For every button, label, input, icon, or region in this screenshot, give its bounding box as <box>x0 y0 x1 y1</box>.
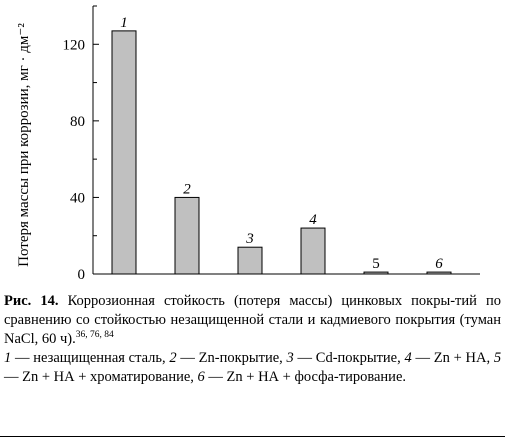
bottom-rule <box>0 436 505 437</box>
bar-1 <box>111 30 137 275</box>
caption-title: Коррозионная стойкость (потеря массы) ци… <box>4 293 502 347</box>
bar-chart: 1 2 3 4 5 6 0 40 80 120 Потеря массы при коррози… <box>16 5 480 283</box>
bar-label-3: 3 <box>245 231 254 247</box>
legend-text-6: — Zn + НА + фосфа-тирование. <box>208 369 406 385</box>
bar-label-2: 2 <box>183 181 191 197</box>
bar-3 <box>237 246 263 275</box>
figure-caption: Рис. 14. Коррозионная стойкость (потеря … <box>4 292 501 387</box>
legend-text-2: — Zn-покрытие, <box>180 350 283 366</box>
legend-num-1: 1 <box>4 350 12 366</box>
legend-num-2: 2 <box>169 350 177 366</box>
bar-label-5: 5 <box>372 256 380 272</box>
bar-label-1: 1 <box>120 15 128 31</box>
y-tick-label-40: 40 <box>70 190 85 206</box>
figure-label: Рис. 14. <box>4 293 59 309</box>
legend-num-6: 6 <box>197 369 205 385</box>
y-tick-label-120: 120 <box>63 37 86 53</box>
y-axis-label: Потеря массы при коррозии, мг · дм⁻² <box>16 23 32 267</box>
y-tick-label-80: 80 <box>70 114 85 130</box>
legend-text-5: — Zn + НА + хроматирование, <box>4 369 194 385</box>
legend-text-4: — Zn + НА, <box>415 350 491 366</box>
bar-labels-group: 1 2 3 4 5 6 <box>120 15 443 272</box>
caption-legend: 1 — незащищенная сталь, 2 — Zn-покрытие,… <box>4 349 501 387</box>
bar-label-4: 4 <box>309 212 317 228</box>
legend-text-3: — Cd-покрытие, <box>297 350 401 366</box>
y-tick-label-0: 0 <box>78 267 86 283</box>
bar-2 <box>174 196 200 275</box>
legend-text-1: — незащищенная сталь, <box>15 350 166 366</box>
bar-4 <box>300 227 326 275</box>
legend-num-5: 5 <box>493 350 502 366</box>
bars-group <box>111 30 452 275</box>
axes-group: 0 40 80 120 <box>63 5 480 283</box>
legend-num-3: 3 <box>286 350 294 366</box>
legend-num-4: 4 <box>404 350 412 366</box>
bar-label-6: 6 <box>435 256 443 272</box>
caption-refs: 36, 76, 84 <box>75 330 114 341</box>
